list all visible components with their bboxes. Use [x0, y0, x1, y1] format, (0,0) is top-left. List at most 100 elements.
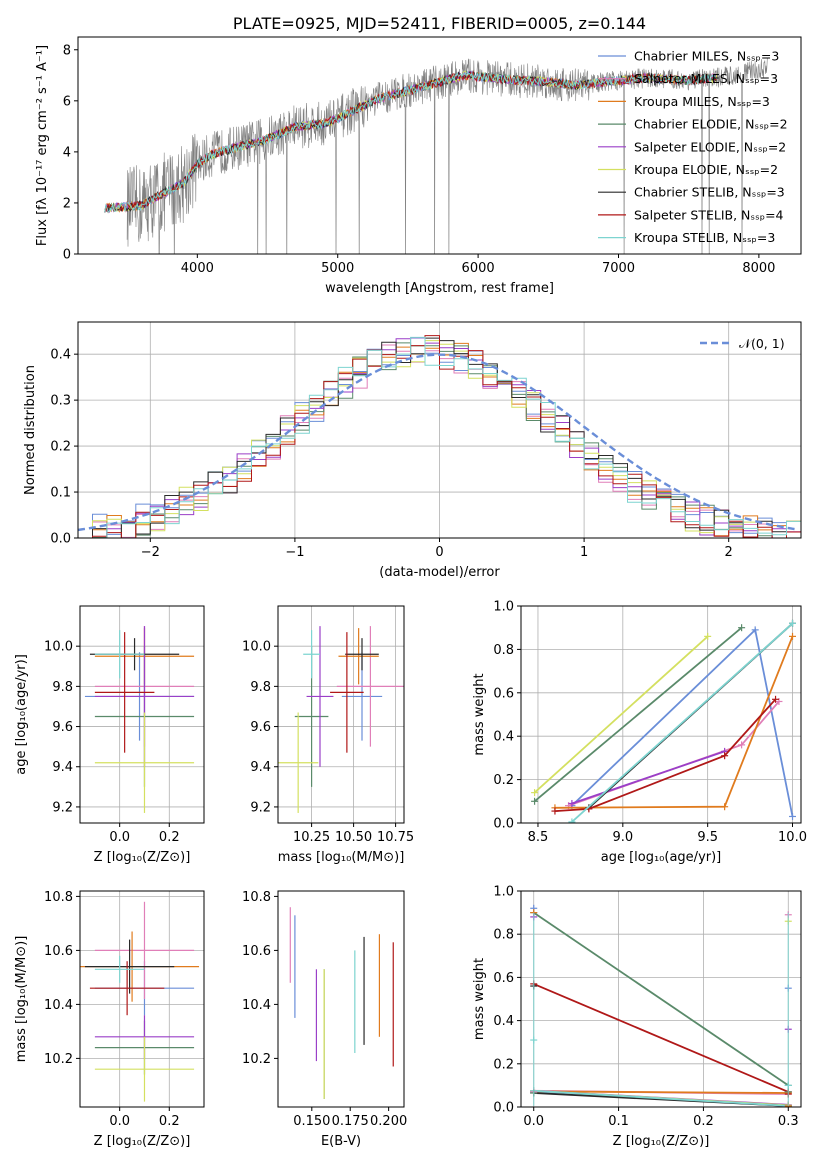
y-tick-label: 9.4: [250, 760, 271, 775]
normal-curve: [78, 353, 799, 532]
histogram-kroupa-stelib: [78, 336, 801, 538]
x-tick-label: 9.0: [612, 830, 633, 845]
y-tick-label: 4: [63, 145, 71, 160]
y-tick-label: 6: [63, 94, 71, 109]
plot-area-mass_vs_Z: [80, 901, 200, 1102]
y-axis-label: mass weight: [472, 673, 487, 755]
plot-weight_vs_Z: 0.0 0.1 0.2 0.3 0.0 0.2 0.4 0.6 0.8 1.0 Z [log₁₀(Z…: [472, 885, 802, 1149]
y-tick-label: 9.2: [52, 800, 73, 815]
y-tick-label: 10.0: [242, 640, 271, 655]
axes-frame: [77, 321, 802, 539]
x-tick-label: 6000: [462, 261, 495, 276]
legend-entry: Chabrier STELIB, Nₛₛₚ=3: [634, 185, 785, 200]
series-line: [533, 1090, 789, 1094]
x-tick-label: 8000: [742, 261, 775, 276]
legend: Chabrier MILES, Nₛₛₚ=3 Salpeter MILES, Nₛ…: [598, 49, 788, 245]
y-tick-label: 0.6: [493, 971, 514, 986]
axes-frame: [79, 890, 205, 1108]
x-axis-label: wavelength [Angstrom, rest frame]: [325, 281, 554, 296]
x-tick-label: 10.0: [778, 830, 807, 845]
y-tick-label: 10.8: [242, 890, 271, 905]
y-tick-label: 9.8: [52, 680, 73, 695]
y-tick-label: 9.8: [250, 680, 271, 695]
chart-title: PLATE=0925, MJD=52411, FIBERID=0005, z=0…: [233, 14, 646, 33]
series-line: [533, 983, 789, 1093]
y-tick-label: 2: [63, 196, 71, 211]
y-tick-label: 0.8: [493, 928, 514, 943]
axes-frame: [277, 890, 405, 1108]
legend-entry: Kroupa STELIB, Nₛₛₚ=3: [634, 230, 775, 245]
y-tick-label: 9.6: [250, 720, 271, 735]
x-axis-label: Z [log₁₀(Z/Z⊙)]: [613, 1134, 710, 1149]
plot-mass_vs_Z: 0.0 0.2 10.2 10.4 10.6 10.8 Z [log₁₀(Z/Z⊙)] mas…: [14, 890, 205, 1149]
legend-entry: Kroupa ELODIE, Nₛₛₚ=2: [634, 162, 778, 177]
plot-area-residuals: [78, 335, 801, 538]
legend: 𝒩(0, 1): [700, 336, 785, 351]
plot-age_vs_Z: 0.0 0.2 9.2 9.4 9.6 9.8 10.0 Z [log₁₀(Z/Z⊙)] age…: [14, 605, 205, 865]
x-tick-label: 7000: [602, 261, 635, 276]
series-line: [534, 627, 743, 802]
y-tick-label: 8: [63, 43, 71, 58]
x-tick-label: 9.5: [697, 830, 718, 845]
y-tick-label: 0.4: [493, 730, 514, 745]
x-tick-label: 10.50: [335, 830, 372, 845]
series-line: [568, 700, 780, 807]
x-tick-label: 0: [435, 545, 443, 560]
x-tick-label: 10.25: [293, 830, 330, 845]
x-axis-label: (data-model)/error: [379, 565, 500, 580]
model-spectrum: [104, 71, 718, 214]
y-tick-label: 10.6: [242, 944, 271, 959]
x-tick-label: 0.3: [778, 1114, 799, 1129]
y-tick-label: 10.2: [44, 1052, 73, 1067]
x-tick-label: 10.75: [377, 830, 414, 845]
x-axis-label: E(B-V): [321, 1134, 361, 1149]
plot-area-spectrum: [104, 58, 768, 254]
y-tick-label: 0.2: [50, 440, 71, 455]
x-tick-label: −2: [141, 545, 160, 560]
x-tick-label: 0.1: [608, 1114, 629, 1129]
y-axis-label: Normed distribution: [23, 365, 38, 495]
axes-frame: [277, 605, 405, 824]
y-axis-label: mass [log₁₀(M/M⊙)]: [14, 936, 29, 1063]
plot-area-weight_vs_Z: [530, 904, 792, 1107]
plot-area-age_vs_mass: [278, 626, 404, 813]
plot-spectrum: 4000 5000 6000 7000 8000 0 2 4 6 8 wavelength [Ang…: [35, 14, 802, 296]
series-line: [554, 636, 794, 809]
x-tick-label: 0.2: [159, 830, 180, 845]
legend-entry: Salpeter ELODIE, Nₛₛₚ=2: [634, 139, 786, 154]
y-tick-label: 0.0: [493, 1101, 514, 1116]
y-tick-label: 10.4: [44, 998, 73, 1013]
y-tick-label: 9.2: [250, 800, 271, 815]
y-tick-label: 0.8: [493, 643, 514, 658]
y-tick-label: 0: [63, 248, 71, 263]
y-axis-label: age [log₁₀(age/yr)]: [14, 654, 29, 775]
y-tick-label: 0.3: [50, 394, 71, 409]
x-axis-label: Z [log₁₀(Z/Z⊙)]: [94, 1134, 191, 1149]
x-tick-label: 0.0: [523, 1114, 544, 1129]
x-axis-label: mass [log₁₀(M/M⊙)]: [278, 850, 405, 865]
axes-frame: [520, 605, 802, 824]
y-axis-label: mass weight: [472, 958, 487, 1040]
x-tick-label: 0.0: [109, 1114, 130, 1129]
x-tick-label: 0.2: [159, 1114, 180, 1129]
y-tick-label: 9.6: [52, 720, 73, 735]
plot-area-mass_vs_ebv: [289, 907, 394, 1099]
x-axis-label: Z [log₁₀(Z/Z⊙)]: [94, 850, 191, 865]
x-tick-label: 0.200: [370, 1114, 407, 1129]
plot-area-age_vs_Z: [84, 626, 195, 813]
legend-entry: Kroupa MILES, Nₛₛₚ=3: [634, 94, 770, 109]
y-tick-label: 0.2: [493, 773, 514, 788]
axes-frame: [77, 36, 802, 255]
y-tick-label: 10.0: [44, 640, 73, 655]
y-tick-label: 10.4: [242, 998, 271, 1013]
plot-age_vs_mass: 10.25 10.50 10.75 9.2 9.4 9.6 9.8 10.0 mass [log…: [242, 605, 414, 865]
x-tick-label: 1: [580, 545, 588, 560]
x-tick-label: −1: [285, 545, 304, 560]
y-tick-label: 0.4: [493, 1014, 514, 1029]
y-tick-label: 0.1: [50, 486, 71, 501]
x-tick-label: 5000: [321, 261, 354, 276]
series-line: [533, 911, 789, 1087]
series-line: [571, 622, 794, 823]
y-tick-label: 9.4: [52, 760, 73, 775]
x-tick-label: 0.150: [293, 1114, 330, 1129]
